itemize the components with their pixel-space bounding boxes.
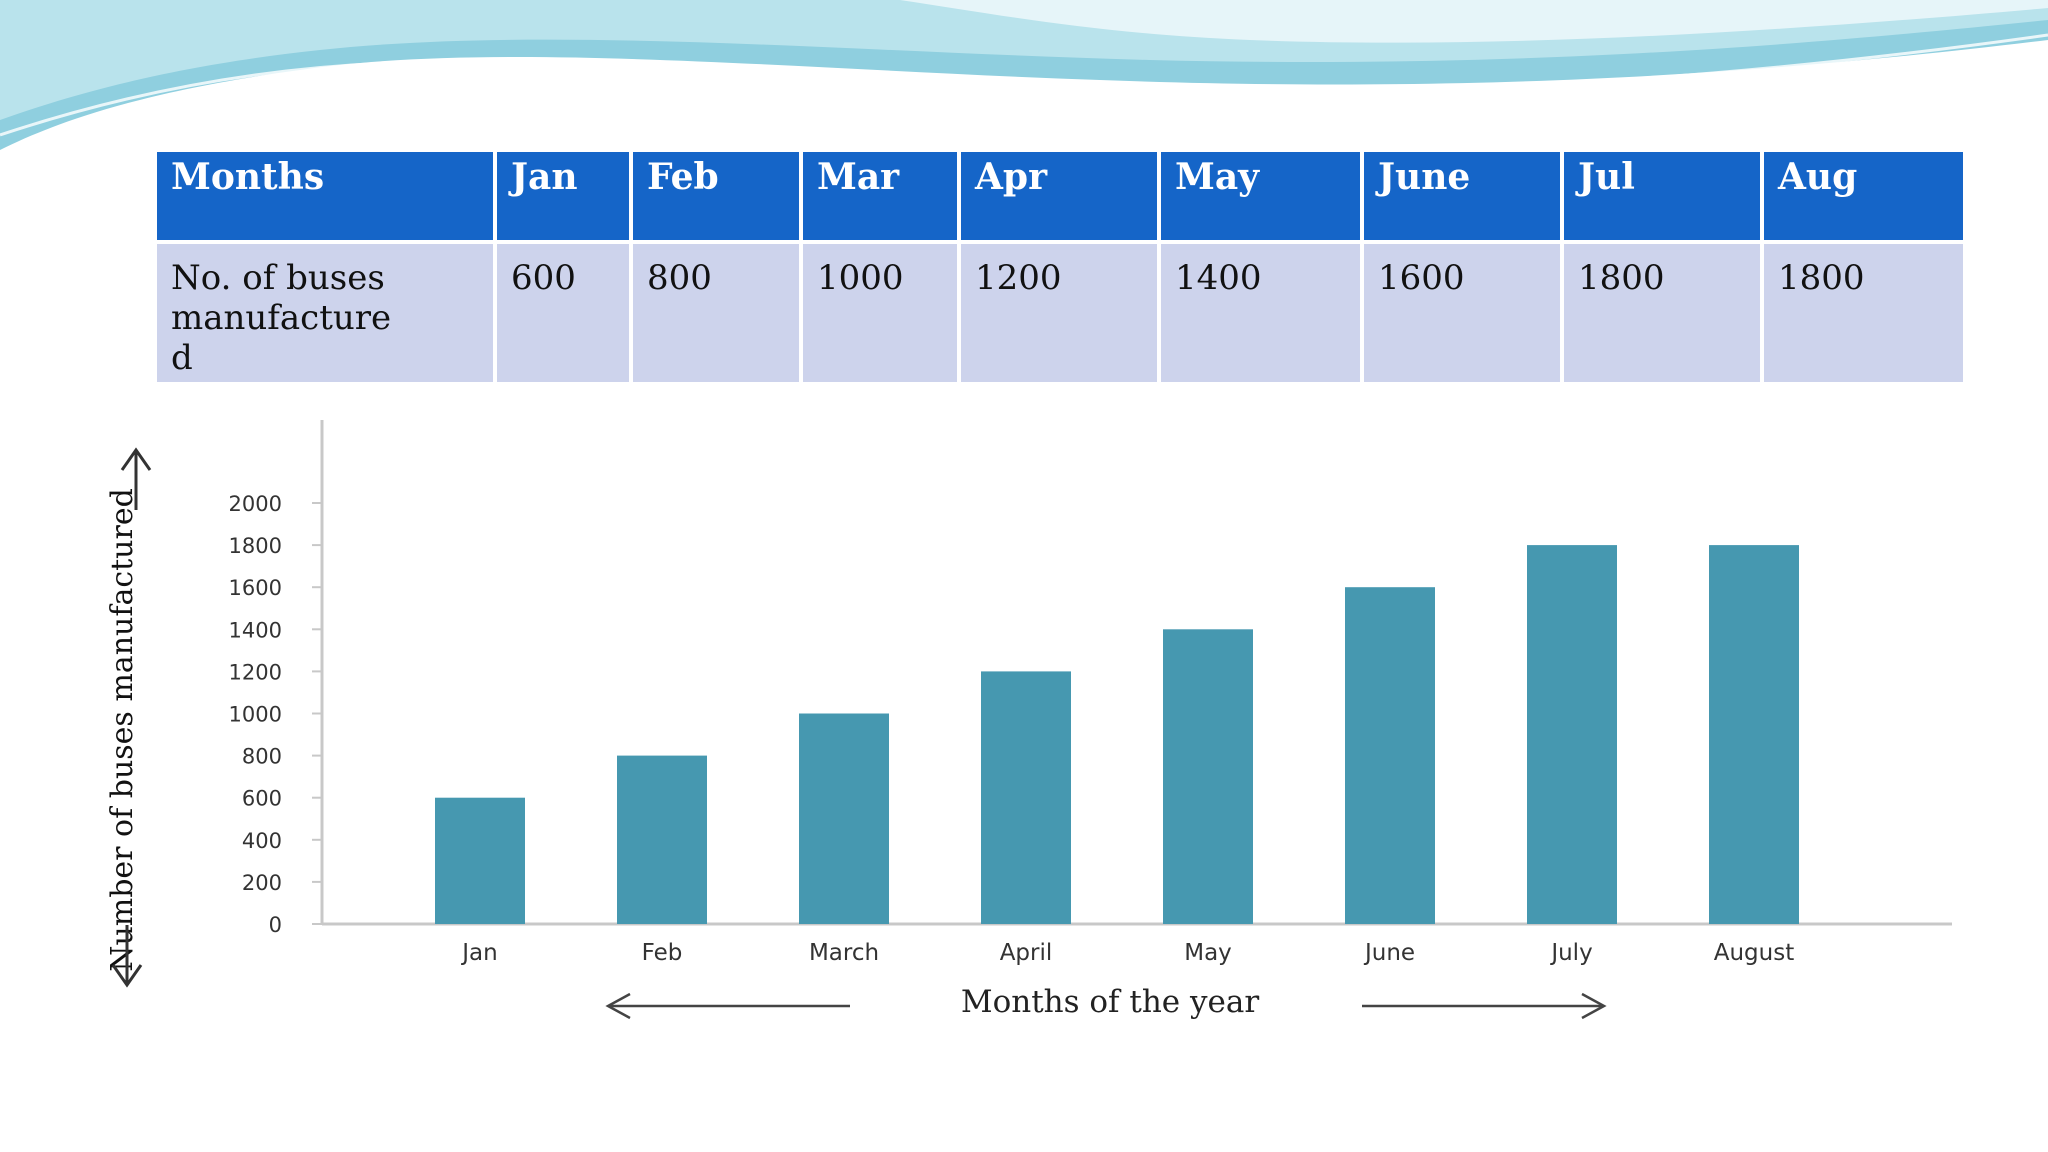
header-month-cell: May [1157,148,1364,244]
x-axis-title: Months of the year [961,984,1260,1020]
wave-banner [0,0,2048,160]
bar [435,797,525,924]
row-label-line: No. of buses [171,258,385,298]
table-value-row: No. of buses manufacture d 600 800 1000 … [153,240,1967,386]
bar [1345,587,1435,924]
y-tick-label: 800 [242,745,282,769]
row-label-line: manufacture [171,298,392,338]
bar [981,671,1071,924]
y-tick-label: 600 [242,787,282,811]
value-cell: 1200 [957,240,1161,386]
header-month-cell: June [1360,148,1564,244]
header-month-cell: Apr [957,148,1161,244]
y-tick-label: 1400 [229,618,282,642]
y-tick-label: 400 [242,829,282,853]
bar [1709,545,1799,924]
value-cell: 600 [493,240,633,386]
y-tick-label: 0 [269,913,282,937]
y-tick-label: 2000 [229,492,282,516]
y-tick-label: 1200 [229,660,282,684]
value-cell: 1600 [1360,240,1564,386]
value-cell: 800 [629,240,803,386]
bar [1163,629,1253,924]
row-label-cell: No. of buses manufacture d [153,240,497,386]
bar [1527,545,1617,924]
x-tick-label: June [1363,940,1415,966]
header-month-cell: Feb [629,148,803,244]
y-tick-label: 1800 [229,534,282,558]
bar [799,713,889,924]
wave-line [0,33,2048,137]
header-months-cell: Months [153,148,497,244]
value-cell: 1400 [1157,240,1364,386]
x-tick-label: August [1714,940,1795,966]
wave-shape-highlight [900,0,2048,43]
value-cell: 1000 [799,240,961,386]
header-month-cell: Jan [493,148,633,244]
y-arrow-up-head [120,447,152,471]
value-cell: 1800 [1760,240,1967,386]
y-tick-label: 200 [242,871,282,895]
header-month-cell: Aug [1760,148,1967,244]
bar [617,755,707,924]
x-tick-label: Jan [460,940,497,966]
x-tick-label: March [809,940,879,966]
value-cell: 1800 [1560,240,1764,386]
x-arrow-right-head [1581,992,1607,1020]
x-arrow-left-head [605,992,631,1020]
x-tick-label: Feb [642,940,683,966]
buses-data-table: Months Jan Feb Mar Apr May June Jul Aug … [153,148,1967,386]
header-month-cell: Jul [1560,148,1764,244]
y-tick-label: 1000 [229,703,282,727]
y-tick-label: 1600 [229,576,282,600]
x-tick-label: April [1000,940,1053,966]
x-tick-label: May [1184,940,1232,966]
header-month-cell: Mar [799,148,961,244]
y-axis-title: Number of buses manufactured [105,488,140,972]
bar-chart: 0 200 400 600 800 1000 1200 1400 1600 1800 2000 Jan… [105,420,1952,1020]
x-tick-label: July [1549,940,1592,966]
table-header-row: Months Jan Feb Mar Apr May June Jul Aug [153,148,1967,244]
row-label-line: d [171,338,193,378]
y-arrow-down-head [111,964,143,988]
